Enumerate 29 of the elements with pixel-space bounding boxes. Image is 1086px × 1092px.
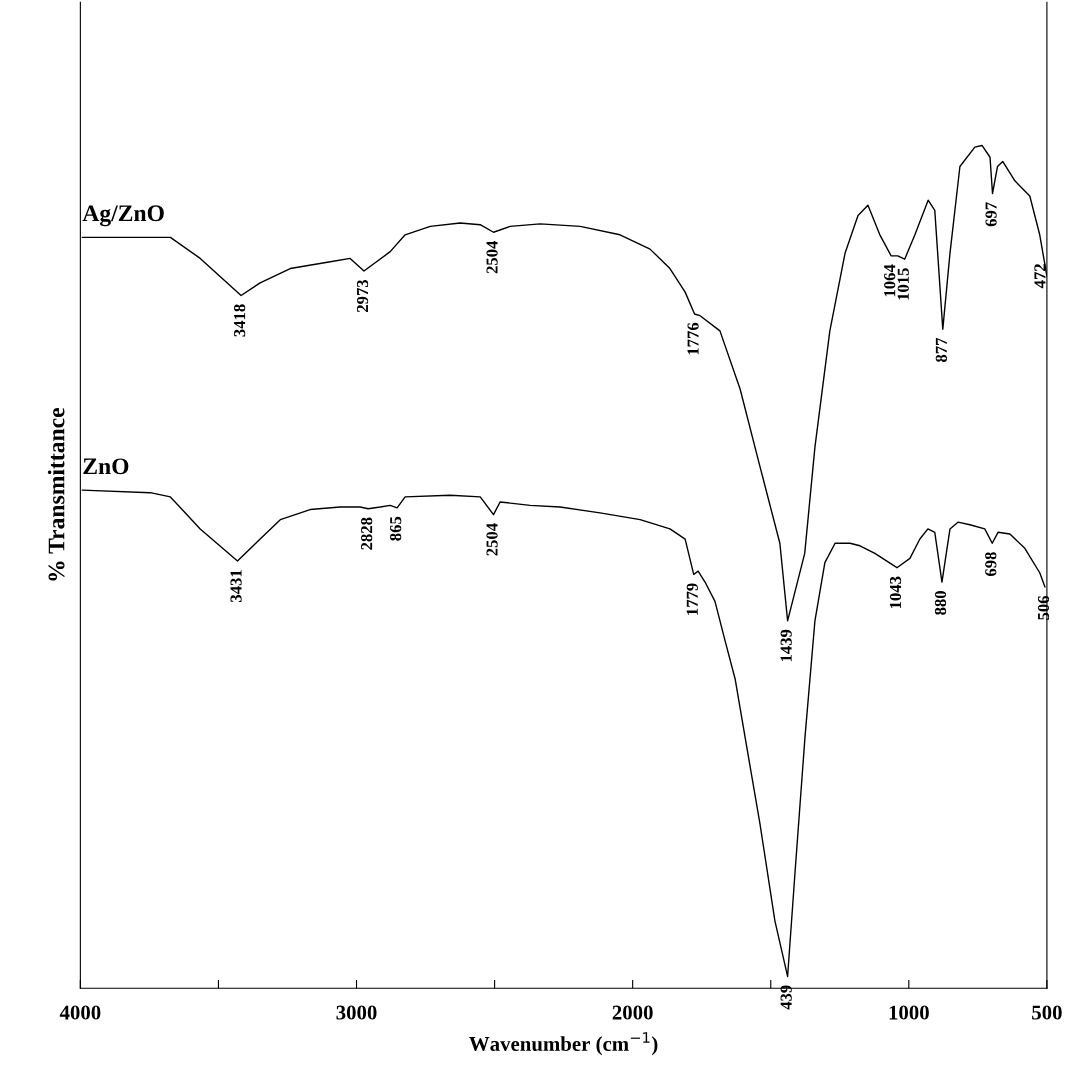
annotation: 865 <box>390 516 402 541</box>
annotation: 2828 <box>361 517 373 550</box>
annotation: 1439 <box>780 629 792 662</box>
series-label: ZnO <box>83 458 129 475</box>
annotation: 697 <box>985 202 997 227</box>
x-tick-label: 2000 <box>612 1005 653 1020</box>
y-axis-title: % Transmittance <box>47 408 65 581</box>
annotation: 1776 <box>687 322 699 355</box>
x-tick-label: 500 <box>1032 1005 1062 1020</box>
x-tick-label: 1000 <box>889 1005 929 1020</box>
annotation: 2973 <box>356 279 369 312</box>
annotation: 506 <box>1037 595 1050 620</box>
x-axis-title: Wavenumber (cm$^{−1}$) <box>469 1032 658 1056</box>
annotation: 1043 <box>889 576 902 609</box>
annotation: 1779 <box>686 583 698 615</box>
annotation: 698 <box>985 552 997 577</box>
annotation: 880 <box>934 591 947 615</box>
x-tick-label: 4000 <box>59 1005 101 1020</box>
annotation: 472 <box>1034 264 1046 289</box>
x-tick-label: 3000 <box>336 1005 377 1020</box>
annotation: 3418 <box>234 304 246 337</box>
annotation: 1015 <box>897 268 909 300</box>
annotation: 439 <box>780 985 792 1010</box>
annotation: 1064 <box>884 264 896 297</box>
annotation: 877 <box>935 337 947 362</box>
series-label: Ag/ZnO <box>82 205 164 227</box>
annotation: 3431 <box>230 570 242 602</box>
annotation: 2504 <box>486 523 498 556</box>
annotation: 2504 <box>486 240 498 274</box>
